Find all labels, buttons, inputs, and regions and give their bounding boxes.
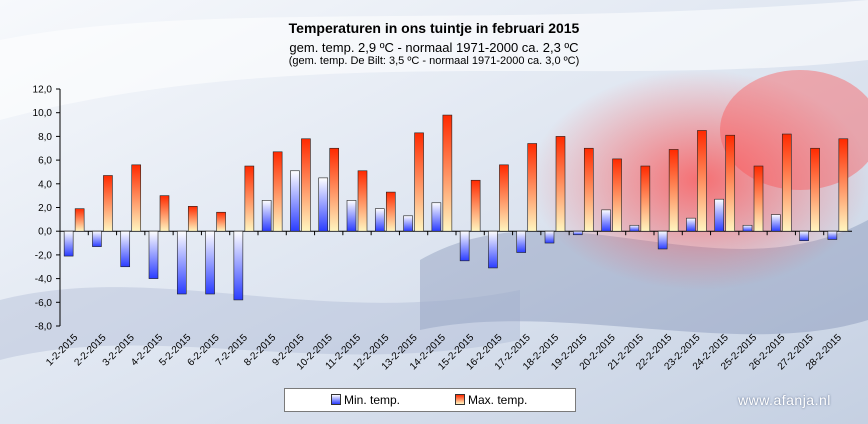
y-tick-label: 0,0 [38, 227, 52, 238]
bar-max-temp [555, 136, 566, 232]
bar-min-temp [176, 230, 187, 295]
bar-min-temp [629, 224, 640, 232]
bar-max-temp [527, 143, 538, 232]
bar-min-temp [770, 214, 781, 232]
bar-min-temp [205, 230, 215, 295]
bar-min-temp [92, 230, 102, 247]
bar-max-temp [668, 149, 679, 232]
bar-min-temp [459, 230, 470, 262]
bar-max-temp [216, 211, 226, 232]
y-tick-label: 12,0 [33, 85, 53, 96]
chart-legend: Min. temp. Max. temp. [284, 388, 576, 412]
chart-title: Temperaturen in ons tuintje in februari … [288, 20, 580, 36]
bar-max-temp [838, 138, 849, 232]
y-tick-label: -2,0 [35, 250, 53, 261]
bar-min-temp [120, 230, 131, 268]
bar-min-temp [403, 215, 413, 232]
bar-min-temp [233, 230, 244, 301]
bar-max-temp [470, 179, 481, 232]
bar-min-temp [799, 230, 809, 241]
bar-max-temp [640, 165, 651, 232]
bar-max-temp [583, 147, 594, 232]
bar-min-temp [290, 170, 300, 232]
y-tick-label: 6,0 [38, 156, 52, 167]
bar-max-temp [385, 191, 396, 232]
legend-item-min: Min. temp. [331, 393, 400, 407]
bar-min-temp [516, 230, 527, 253]
watermark: www.afanja.nl [738, 392, 831, 408]
bar-min-temp [742, 224, 753, 232]
bar-min-temp [572, 230, 583, 236]
y-tick-label: 8,0 [38, 132, 52, 143]
bar-min-temp [544, 230, 555, 244]
bar-max-temp [159, 195, 170, 232]
bar-max-temp [244, 165, 255, 232]
bar-min-temp [714, 198, 725, 232]
bar-max-temp [810, 147, 820, 232]
y-tick-label: -6,0 [35, 298, 53, 309]
y-tick-label: 2,0 [38, 203, 52, 214]
bar-min-temp [148, 230, 159, 279]
bar-min-temp [601, 209, 611, 232]
bar-min-temp [686, 217, 696, 232]
bar-min-temp [374, 208, 385, 232]
y-tick-label: 10,0 [33, 108, 53, 119]
bar-min-temp [346, 200, 357, 232]
bar-min-temp [261, 200, 272, 232]
bar-max-temp [753, 165, 764, 232]
bar-max-temp [725, 134, 736, 232]
bar-max-temp [612, 158, 622, 232]
bar-max-temp [187, 206, 198, 232]
chart-subtitle-debilt: (gem. temp. De Bilt: 3,5 ºC - normaal 19… [288, 55, 580, 67]
y-tick-label: -8,0 [35, 322, 53, 333]
bar-max-temp [131, 164, 142, 232]
bar-max-temp [499, 164, 509, 232]
bar-max-temp [74, 208, 85, 232]
bar-min-temp [318, 177, 329, 232]
bar-min-temp [488, 230, 498, 269]
bar-max-temp [272, 151, 283, 232]
legend-label-min: Min. temp. [344, 393, 401, 407]
bar-max-temp [414, 132, 424, 232]
bar-max-temp [781, 133, 792, 232]
bar-max-temp [442, 114, 453, 232]
bar-max-temp [697, 130, 707, 232]
legend-item-max: Max. temp. [455, 393, 527, 407]
y-tick-label: 4,0 [38, 179, 52, 190]
legend-swatch-max [455, 394, 465, 405]
bar-min-temp [827, 230, 838, 240]
bar-min-temp [431, 202, 442, 232]
bar-max-temp [357, 170, 368, 232]
chart-subtitle: gem. temp. 2,9 ºC - normaal 1971-2000 ca… [289, 40, 579, 55]
legend-swatch-min [331, 394, 341, 405]
legend-label-max: Max. temp. [468, 393, 528, 407]
bar-max-temp [329, 147, 340, 232]
bar-max-temp [301, 138, 311, 232]
y-tick-label: -4,0 [35, 274, 53, 285]
bar-min-temp [63, 230, 74, 257]
bar-min-temp [657, 230, 668, 250]
bar-max-temp [103, 175, 113, 232]
